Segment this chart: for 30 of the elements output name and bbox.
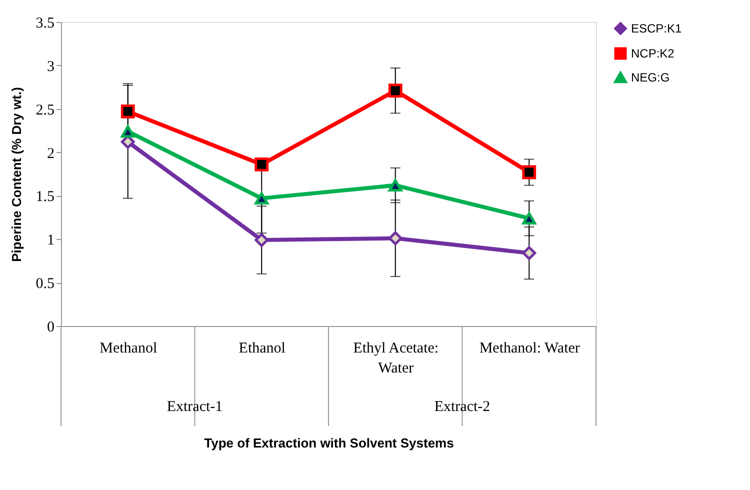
y-tick-label: 3.5 — [36, 16, 54, 32]
y-tick-label: 1 — [47, 232, 54, 249]
x-tick-label: Methanol: Water — [479, 340, 580, 356]
y-tick-label: 0 — [47, 320, 54, 336]
y-tick-label: 1.5 — [36, 189, 54, 206]
point — [388, 84, 402, 98]
point — [120, 104, 135, 118]
y-tick-label: 0.5 — [36, 276, 54, 292]
point — [254, 233, 269, 247]
y-axis-title: Piperine Content (% Dry wt.) — [8, 87, 24, 262]
point — [254, 192, 269, 205]
text: Extract-2 — [434, 399, 490, 415]
x-tick-label: Methanol — [100, 340, 158, 356]
legend-label: ESCP:K1 — [631, 22, 682, 36]
y-tick-label: 2 — [47, 146, 54, 162]
point — [254, 157, 269, 172]
point — [522, 212, 536, 224]
point — [120, 125, 135, 138]
x-tick-label: Ethyl Acetate: Water — [353, 340, 439, 376]
y-tick-label: 2.5 — [36, 102, 54, 118]
point — [388, 179, 402, 192]
legend-label: NEG:G — [631, 70, 670, 84]
point — [388, 231, 402, 246]
y-tick-label: 3 — [47, 58, 54, 75]
x-axis-title: Type of Extraction with Solvent Systems — [204, 436, 454, 450]
legend-label: NCP:K2 — [631, 46, 675, 60]
point — [522, 246, 536, 260]
text: Extract-1 — [166, 399, 223, 415]
point — [522, 165, 536, 180]
x-tick-label: Ethanol — [238, 340, 286, 356]
